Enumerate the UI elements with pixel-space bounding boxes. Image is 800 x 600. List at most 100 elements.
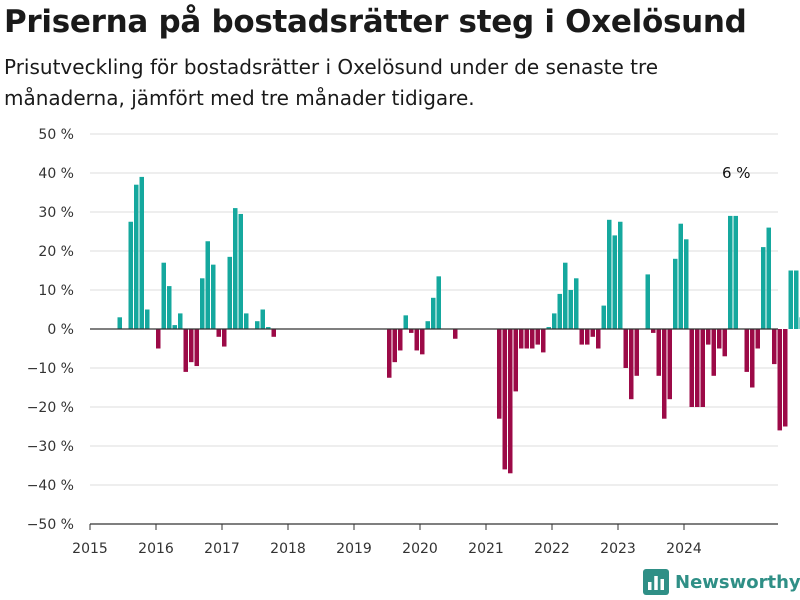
bar [398, 329, 403, 351]
bar [607, 219, 612, 329]
bar [678, 223, 683, 329]
bar [673, 258, 678, 329]
bar [145, 309, 150, 329]
bar [684, 239, 689, 329]
bar [612, 235, 617, 329]
bars [117, 176, 800, 474]
x-tick-label: 2024 [666, 541, 702, 557]
bar [392, 329, 397, 363]
bar [755, 329, 760, 349]
x-tick-label: 2015 [72, 541, 108, 557]
bar [772, 329, 777, 365]
bar [651, 329, 656, 333]
x-tick-label: 2019 [336, 541, 372, 557]
x-axis: 2015 2016 2017 2018 2019 2020 2021 2022 2023 2024 [72, 524, 702, 557]
bar [761, 247, 766, 329]
bar [623, 329, 628, 368]
bar [783, 329, 788, 427]
bar [139, 176, 144, 329]
bar [502, 329, 507, 470]
bar [189, 329, 194, 363]
bar [722, 329, 727, 357]
bar [634, 329, 639, 376]
y-tick-label: −50 % [27, 517, 74, 533]
bar [568, 290, 573, 329]
bar [420, 329, 425, 355]
brand-name: Newsworthy [675, 571, 800, 593]
bar [777, 329, 782, 431]
y-tick-label: −10 % [27, 361, 74, 377]
bar [167, 286, 172, 329]
bar [645, 274, 650, 329]
y-axis: 50 % 40 % 30 % 20 % 10 % 0 % −10 % −20 % −30 % −4… [27, 127, 74, 533]
bar [222, 329, 227, 347]
bar [744, 329, 749, 372]
bar [227, 256, 232, 329]
bar [579, 329, 584, 345]
bar [216, 329, 221, 337]
bar [431, 297, 436, 329]
y-tick-label: −40 % [27, 478, 74, 494]
bar-chart-icon [643, 569, 669, 595]
bar [618, 221, 623, 329]
bar [134, 184, 139, 329]
bar [601, 305, 606, 329]
bar [656, 329, 661, 376]
bar [794, 270, 799, 329]
bar [563, 262, 568, 329]
bar [711, 329, 716, 376]
bar [409, 329, 414, 333]
bar [662, 329, 667, 419]
bar [244, 313, 249, 329]
bar [689, 329, 694, 407]
bar [436, 276, 441, 329]
bar [183, 329, 188, 372]
y-tick-label: 10 % [38, 283, 74, 299]
bar [700, 329, 705, 407]
bar [546, 327, 551, 329]
bar [425, 321, 430, 329]
bar [403, 315, 408, 329]
bar [271, 329, 276, 337]
brand-logo: Newsworthy [643, 569, 800, 595]
bar [211, 264, 216, 329]
annotation-label: 6 % [722, 164, 751, 182]
bar [788, 270, 793, 329]
bar [260, 309, 265, 329]
bar [194, 329, 199, 367]
bar [508, 329, 513, 474]
bar [552, 313, 557, 329]
bar [717, 329, 722, 349]
bar [266, 327, 271, 329]
bar [414, 329, 419, 351]
bar [695, 329, 700, 407]
x-tick-label: 2021 [468, 541, 504, 557]
page-title: Priserna på bostadsrätter steg i Oxelösu… [4, 4, 747, 40]
y-tick-label: 20 % [38, 244, 74, 260]
bar [238, 213, 243, 329]
bar [233, 208, 238, 329]
x-tick-label: 2017 [204, 541, 240, 557]
bar [200, 278, 205, 329]
bar [535, 329, 540, 345]
y-tick-label: −20 % [27, 400, 74, 416]
y-tick-label: 50 % [38, 127, 74, 143]
bar [128, 221, 133, 329]
x-tick-label: 2020 [402, 541, 438, 557]
bar [585, 329, 590, 345]
bar [156, 329, 161, 349]
bar [596, 329, 601, 349]
bar [541, 329, 546, 353]
bar [667, 329, 672, 400]
bar [750, 329, 755, 388]
bar [205, 241, 210, 329]
bar [530, 329, 535, 349]
y-tick-label: 0 % [47, 322, 74, 338]
bar [387, 329, 392, 378]
bar [178, 313, 183, 329]
x-tick-label: 2018 [270, 541, 306, 557]
x-tick-label: 2023 [600, 541, 636, 557]
y-tick-label: 30 % [38, 205, 74, 221]
bar [574, 278, 579, 329]
